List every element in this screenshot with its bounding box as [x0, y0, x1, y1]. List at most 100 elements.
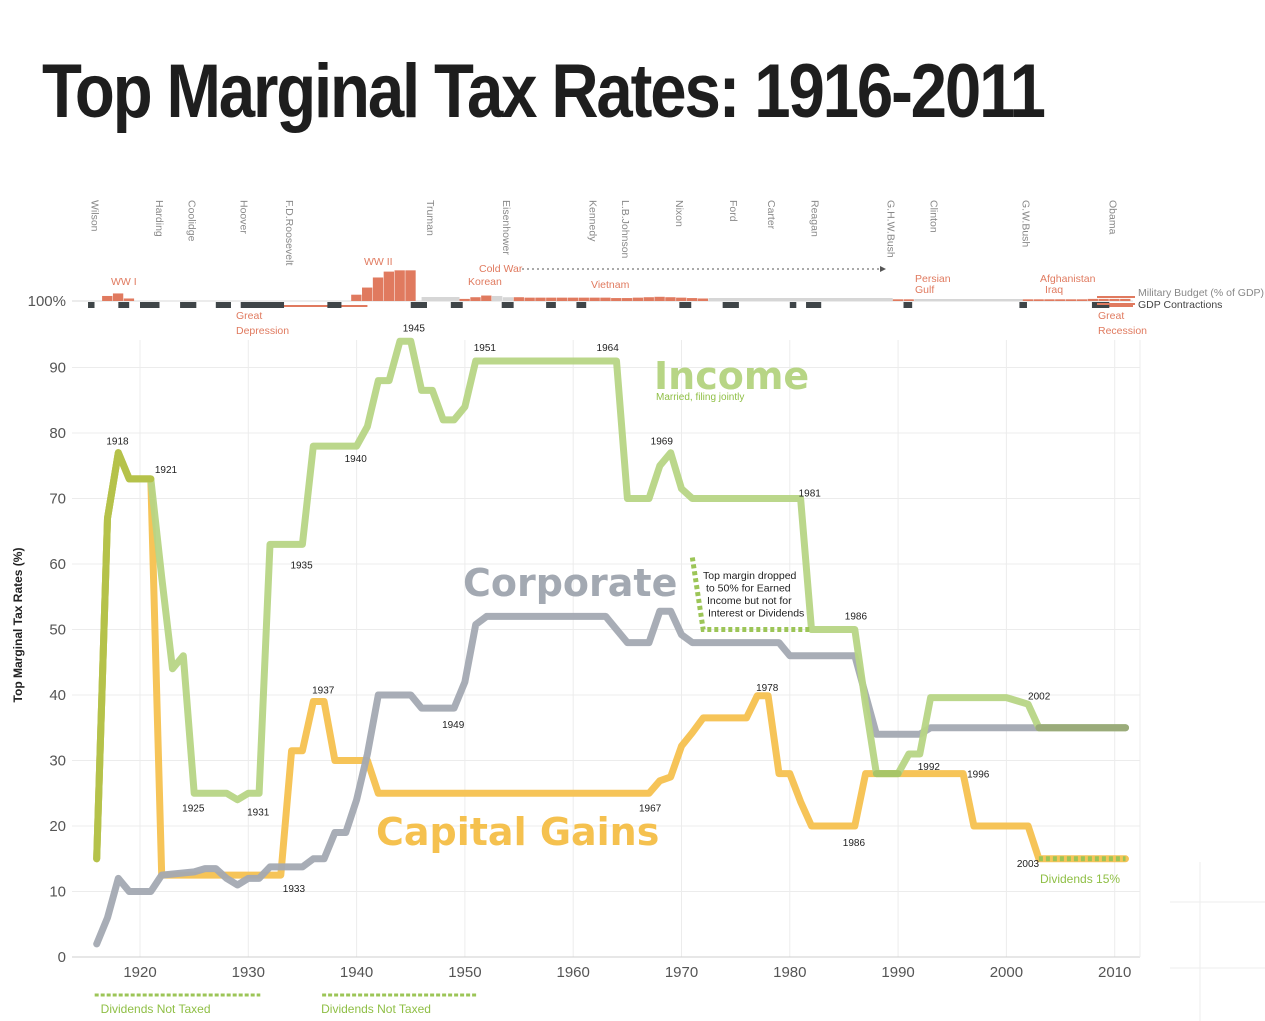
military-budget-bar — [611, 298, 622, 301]
military-budget-bar — [556, 297, 568, 301]
military-budget-bar — [502, 297, 514, 301]
president-name: Reagan — [808, 200, 820, 237]
vietnam-label: Vietnam — [591, 279, 630, 291]
dividends-not-taxed-label: Dividends Not Taxed — [101, 1002, 211, 1016]
great-recession-label: Great — [1098, 310, 1124, 322]
gdp-contraction-bar — [722, 302, 739, 308]
year-label: 1978 — [756, 683, 779, 694]
military-budget-bar — [405, 270, 416, 301]
military-budget-bar — [1055, 299, 1066, 301]
year-label: 1986 — [843, 838, 866, 849]
great-recession-label: Recession — [1098, 325, 1147, 337]
gdp-contraction-bar — [1019, 302, 1027, 308]
capital-gains-label: Capital Gains — [376, 810, 659, 854]
cold-war-arrow-head — [880, 266, 886, 272]
dividends-15-label: Dividends 15% — [1040, 872, 1120, 886]
president-name: Hoover — [238, 200, 250, 234]
y-top-label: 100% — [28, 293, 66, 310]
military-budget-bar — [123, 298, 135, 301]
y-tick-label: 20 — [49, 818, 66, 835]
income-sub-label: Married, filing jointly — [656, 392, 744, 403]
president-name: Clinton — [928, 200, 940, 233]
earned-income-note: to 50% for Earned — [706, 583, 791, 595]
year-label: 1935 — [290, 560, 313, 571]
president-name: Truman — [424, 200, 436, 236]
president-name: G.W.Bush — [1020, 200, 1032, 247]
gdp-contraction-bar — [546, 302, 556, 308]
military-budget-bar — [351, 294, 362, 301]
y-tick-label: 40 — [49, 687, 66, 704]
year-label: 1986 — [845, 612, 868, 623]
president-name: Carter — [765, 200, 777, 230]
chart-labels: Dividends Not Taxed Dividends Not Taxed Di… — [101, 323, 1121, 1016]
wwii-label: WW II — [364, 256, 393, 268]
gdp-contraction-bar — [240, 302, 285, 308]
military-budget-bar — [903, 299, 914, 301]
military-budget-bar — [697, 298, 709, 301]
military-postwar-band — [421, 297, 460, 301]
gdp-contraction-bar — [501, 302, 514, 308]
year-label: 1981 — [799, 489, 822, 500]
gdp-contraction-bar — [576, 302, 587, 308]
military-budget-bar — [632, 297, 644, 301]
gdp-contraction-bar — [118, 302, 130, 308]
x-tick-label: 1920 — [123, 964, 156, 981]
gdp-contraction-bar — [789, 302, 797, 308]
gdp-contraction-bar — [327, 302, 342, 308]
y-tick-label: 50 — [49, 622, 66, 639]
year-label: 2002 — [1028, 692, 1051, 703]
year-label: 1996 — [967, 770, 990, 781]
president-name: Eisenhower — [500, 200, 512, 255]
president-name: Nixon — [673, 200, 685, 227]
military-budget-bar — [524, 297, 535, 301]
dividends-not-taxed-label: Dividends Not Taxed — [321, 1002, 431, 1016]
president-name: Harding — [153, 200, 165, 237]
military-budget-bar — [491, 295, 503, 301]
recession-line — [1093, 305, 1133, 307]
year-label: 1933 — [283, 884, 306, 895]
x-tick-label: 1960 — [557, 964, 590, 981]
cold-war-label: Cold War — [479, 263, 523, 275]
gdp-contraction-bar — [903, 302, 913, 308]
military-budget-bar — [481, 295, 492, 301]
earned-income-note: Interest or Dividends — [708, 608, 804, 620]
president-name: F.D.Roosevelt — [283, 200, 295, 265]
president-name: L.B.Johnson — [619, 200, 631, 259]
president-name: Obama — [1106, 200, 1118, 235]
military-budget-bar — [1044, 299, 1055, 301]
korean-label: Korean — [468, 276, 502, 288]
y-tick-label: 70 — [49, 491, 66, 508]
great-depression-label: Depression — [236, 325, 289, 337]
military-budget-bar — [578, 297, 589, 301]
wwi-label: WW I — [111, 276, 137, 288]
axis-labels: 1920 1930 1940 1950 1960 1970 1980 1990 2000 2010… — [11, 293, 1131, 981]
gdp-contraction-bar — [410, 302, 427, 308]
x-tick-label: 1940 — [340, 964, 373, 981]
military-legend-label: Military Budget (% of GDP) — [1138, 287, 1264, 299]
x-tick-label: 2010 — [1098, 964, 1131, 981]
military-budget-bar — [665, 297, 676, 301]
president-name: Kennedy — [586, 200, 598, 242]
year-label: 1921 — [155, 465, 178, 476]
persian-gulf-label: Persian — [915, 273, 951, 285]
military-budget-bar — [513, 297, 524, 301]
year-label: 1992 — [918, 762, 941, 773]
year-label: 1918 — [106, 437, 129, 448]
y-tick-label: 80 — [49, 425, 66, 442]
series-lines — [93, 337, 1130, 997]
military-budget-bar — [459, 298, 470, 301]
military-budget-bar — [1076, 299, 1088, 301]
military-budget-bar — [383, 271, 395, 301]
president-name: G.H.W.Bush — [884, 200, 896, 258]
military-gdp-strip: Military Budget (% of GDP)GDP Contractio… — [72, 256, 1264, 337]
military-budget-bar — [362, 287, 373, 301]
x-tick-label: 1990 — [881, 964, 914, 981]
x-tick-label: 1950 — [448, 964, 481, 981]
military-budget-bar — [112, 293, 124, 301]
military-budget-bar — [470, 297, 481, 301]
military-budget-bar — [1109, 298, 1120, 301]
military-budget-bar — [1022, 299, 1033, 301]
military-budget-bar — [102, 295, 113, 301]
year-label: 1951 — [474, 343, 497, 354]
